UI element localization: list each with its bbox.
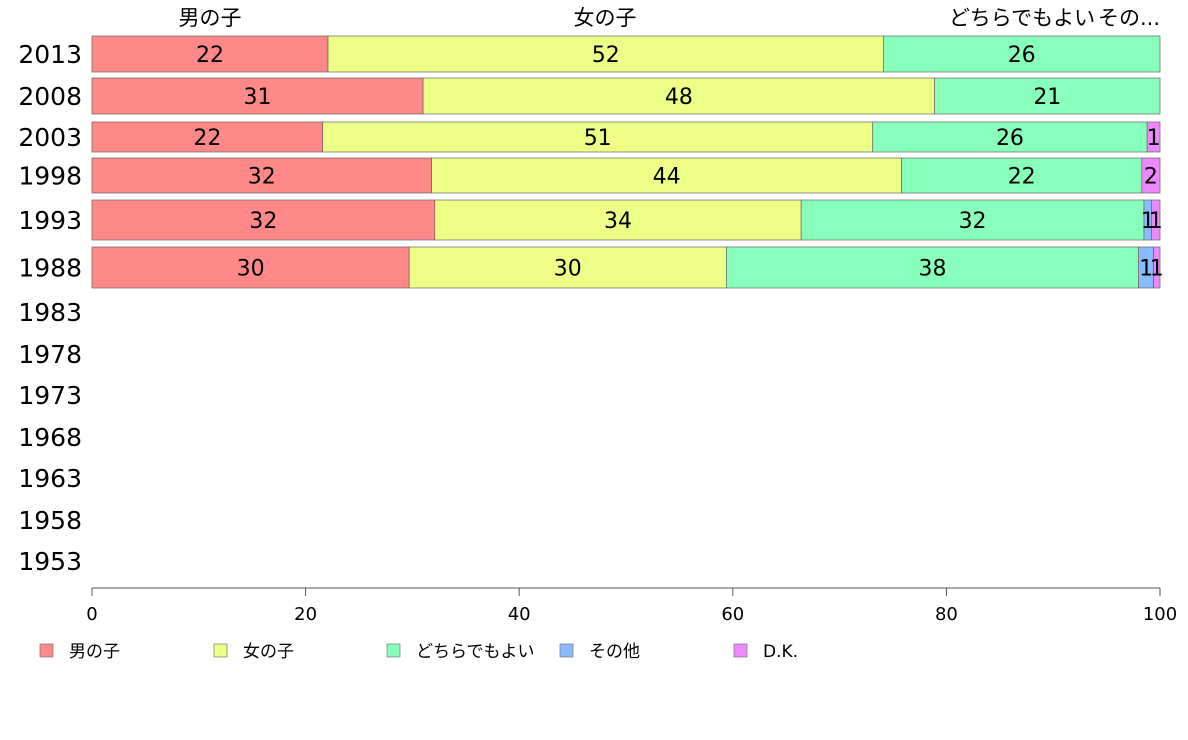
bar-segment — [91, 35, 329, 73]
top-category-label: その... — [1098, 6, 1160, 30]
legend-label: その他 — [589, 642, 640, 662]
x-tick-label: 40 — [508, 604, 531, 625]
y-tick-label: 1963 — [18, 464, 82, 493]
legend-swatch — [386, 643, 401, 658]
bar-segment — [91, 77, 424, 115]
x-tick-label: 100 — [1143, 604, 1177, 625]
bar-segment — [322, 121, 874, 153]
bar-value-label: 26 — [996, 126, 1024, 151]
y-tick-label: 1983 — [18, 298, 82, 327]
bar-value-label: 22 — [196, 43, 224, 68]
legend-label: どちらでもよい — [416, 642, 535, 662]
bar-value-label: 22 — [193, 126, 221, 151]
bar-segment — [726, 246, 1139, 289]
bars-layer — [91, 35, 1161, 289]
bar-segment — [934, 77, 1161, 115]
bar-value-label: 38 — [919, 257, 947, 282]
bar-value-label: 26 — [1008, 43, 1036, 68]
bar-value-label: 1 — [1147, 126, 1161, 151]
bar-value-label: 48 — [665, 85, 693, 110]
top-category-label: どちらでもよい — [949, 6, 1095, 30]
x-tick-label: 20 — [294, 604, 317, 625]
bar-segment — [872, 121, 1148, 153]
bar-value-label: 1 — [1150, 257, 1164, 282]
legend-swatch — [559, 643, 574, 658]
bar-segment — [431, 157, 902, 194]
bar-segment — [1146, 121, 1161, 153]
x-tick-label: 0 — [86, 604, 97, 625]
bar-segment — [1153, 246, 1161, 289]
y-tick-label: 1958 — [18, 506, 82, 535]
y-tick-label: 1973 — [18, 381, 82, 410]
bar-value-label: 30 — [237, 257, 265, 282]
bar-value-label: 22 — [1008, 165, 1036, 190]
y-tick-label: 2008 — [18, 82, 82, 111]
x-axis: 0 20 40 60 80 100 — [86, 587, 1177, 625]
bar-segment — [883, 35, 1161, 73]
y-tick-label: 1993 — [18, 206, 82, 235]
bar-value-label: 1 — [1149, 209, 1163, 234]
bar-segment — [1151, 199, 1161, 241]
legend-swatch — [733, 643, 748, 658]
legend-swatch — [39, 643, 54, 658]
legend-label: 女の子 — [243, 642, 294, 662]
bar-segment — [91, 121, 324, 153]
bar-segment — [91, 199, 436, 241]
bar-value-label: 51 — [584, 126, 612, 151]
legend-swatch — [213, 643, 228, 658]
legend-label: 男の子 — [69, 642, 120, 662]
bar-value-label: 52 — [592, 43, 620, 68]
bar-value-label: 30 — [554, 257, 582, 282]
y-tick-labels: 2013 2008 2003 1998 1993 1988 1983 1978 1973 1968… — [18, 40, 82, 576]
y-tick-label: 2003 — [18, 123, 82, 152]
bar-segment — [91, 157, 432, 194]
bar-segment — [422, 77, 936, 115]
y-tick-label: 1978 — [18, 340, 82, 369]
bar-value-label: 32 — [249, 209, 277, 234]
y-tick-label: 1988 — [18, 254, 82, 283]
bar-value-label: 44 — [653, 165, 681, 190]
top-category-label: 男の子 — [179, 6, 242, 30]
bar-segment — [1141, 157, 1161, 194]
top-category-labels: 男の子 女の子 どちらでもよい その... — [179, 6, 1161, 30]
bar-segment — [434, 199, 802, 241]
bar-value-label: 34 — [604, 209, 632, 234]
bar-segment — [408, 246, 727, 289]
y-tick-label: 1968 — [18, 423, 82, 452]
bar-segment — [91, 246, 410, 289]
x-tick-label: 80 — [935, 604, 958, 625]
bar-segment — [327, 35, 884, 73]
x-tick-label: 60 — [721, 604, 744, 625]
y-tick-label: 1953 — [18, 547, 82, 576]
bar-value-label: 21 — [1033, 85, 1061, 110]
legend-label: D.K. — [763, 642, 798, 662]
bar-value-label: 1 — [1139, 257, 1153, 282]
legend: 男の子 女の子 どちらでもよい その他 D.K. — [39, 642, 798, 662]
bar-value-label: 1 — [1141, 209, 1155, 234]
bar-value-label: 31 — [244, 85, 272, 110]
bar-value-label: 2 — [1144, 165, 1158, 190]
top-category-label: 女の子 — [574, 6, 637, 30]
y-tick-label: 2013 — [18, 40, 82, 69]
bar-value-label: 32 — [959, 209, 987, 234]
bar-segment — [901, 157, 1143, 194]
y-tick-label: 1998 — [18, 162, 82, 191]
bar-value-label: 32 — [248, 165, 276, 190]
